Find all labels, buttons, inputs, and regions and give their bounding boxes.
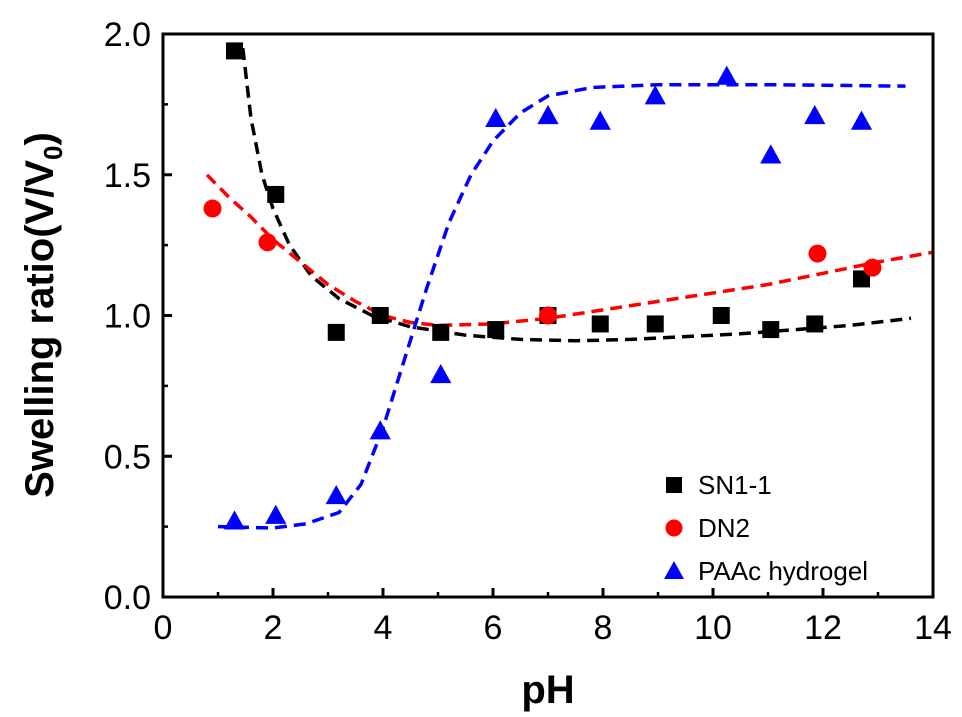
legend-item: SN1-1 xyxy=(666,470,772,500)
data-point-triangle xyxy=(369,420,391,440)
x-tick-label: 6 xyxy=(484,609,503,647)
legend-item: PAAc hydrogel xyxy=(664,556,868,586)
x-axis-title: pH xyxy=(521,668,574,712)
data-point-square xyxy=(591,315,609,333)
data-point-circle xyxy=(665,519,683,537)
y-axis-title: Swelling ratio(V/V0) xyxy=(18,132,68,498)
fit-curve-paac-hydrogel xyxy=(217,82,906,530)
data-point-square xyxy=(267,185,285,203)
fit-curve-dn2 xyxy=(205,173,934,328)
y-axis-title-main: Swelling ratio(V/V xyxy=(18,160,62,498)
data-point-triangle xyxy=(850,110,873,130)
data-point-square xyxy=(327,323,345,341)
data-point-triangle xyxy=(223,510,246,530)
data-point-triangle xyxy=(804,105,826,125)
legend-label: DN2 xyxy=(698,513,750,543)
data-point-square xyxy=(853,270,870,288)
x-tick-label: 2 xyxy=(264,609,283,647)
data-point-circle xyxy=(203,199,222,218)
data-point-square xyxy=(371,307,389,324)
data-point-square xyxy=(762,321,780,339)
data-point-triangle xyxy=(716,65,738,85)
y-tick-label: 1.5 xyxy=(104,157,151,195)
data-point-circle xyxy=(808,244,827,263)
data-point-circle xyxy=(539,306,557,325)
y-tick-label: 1.0 xyxy=(104,298,151,336)
x-tick-label: 0 xyxy=(154,609,173,647)
y-tick-label: 2.0 xyxy=(104,16,151,54)
data-point-triangle xyxy=(589,110,611,130)
data-point-circle xyxy=(863,258,882,277)
legend: SN1-1 DN2 PAAc hydrogel xyxy=(664,470,868,586)
data-point-square xyxy=(432,323,450,341)
data-point-square xyxy=(806,315,824,333)
data-point-square xyxy=(646,315,664,333)
data-point-square xyxy=(226,42,243,60)
data-point-triangle xyxy=(537,105,559,125)
data-point-square xyxy=(487,321,505,339)
y-axis-title-subscript: 0 xyxy=(38,146,68,160)
data-point-triangle xyxy=(664,561,684,579)
data-point-square xyxy=(666,477,682,493)
data-point-triangle xyxy=(325,485,347,505)
y-tick-label: 0.5 xyxy=(104,438,151,476)
data-point-circle xyxy=(258,233,277,252)
data-point-square xyxy=(712,307,730,324)
legend-label: PAAc hydrogel xyxy=(698,556,868,586)
y-axis-title-suffix: ) xyxy=(18,132,62,145)
x-tick-label: 14 xyxy=(914,609,952,647)
x-tick-label: 4 xyxy=(374,609,393,647)
data-point-triangle xyxy=(644,85,666,105)
y-tick-label: 0.0 xyxy=(104,579,151,617)
tick-layer: 0 2 4 6 8 10 12 14 0.0 0.5 1.0 1.5 2.0 xyxy=(104,16,952,647)
legend-label: SN1-1 xyxy=(698,470,772,500)
data-point-triangle xyxy=(485,107,507,127)
x-tick-label: 8 xyxy=(594,609,613,647)
legend-item: DN2 xyxy=(665,513,750,543)
data-point-triangle xyxy=(760,144,782,164)
x-tick-label: 10 xyxy=(694,609,732,647)
data-point-triangle xyxy=(430,363,452,384)
plot-layer xyxy=(203,42,934,530)
data-point-triangle xyxy=(265,504,287,524)
x-tick-label: 12 xyxy=(804,609,842,647)
